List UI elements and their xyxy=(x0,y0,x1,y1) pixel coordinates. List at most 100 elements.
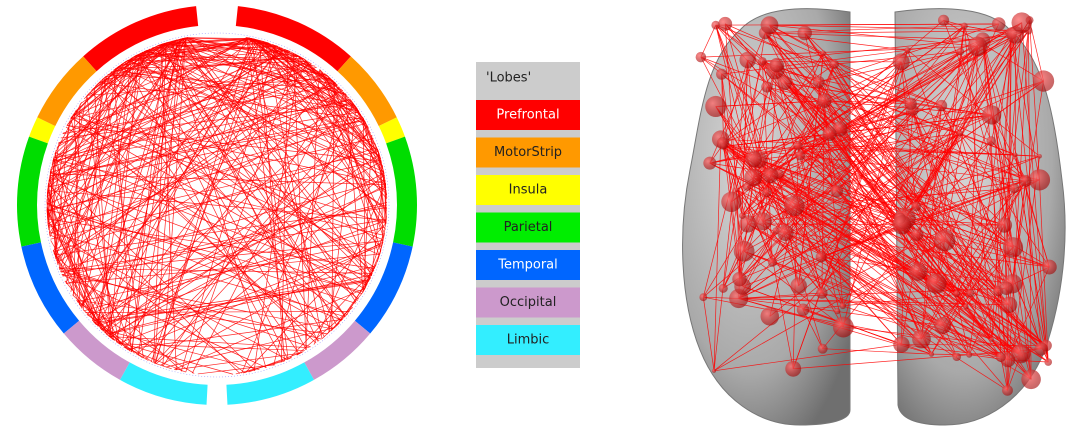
brain-node xyxy=(928,351,935,357)
brain-connection xyxy=(916,39,984,235)
brain-connection xyxy=(723,133,961,289)
connection xyxy=(47,189,51,236)
connection xyxy=(46,207,50,231)
connection xyxy=(72,65,121,116)
brain-connection xyxy=(1004,20,1030,226)
brain-connection xyxy=(910,103,1007,289)
brain-connection xyxy=(829,133,945,241)
brain-connection xyxy=(769,24,838,192)
brain-node xyxy=(703,156,717,170)
connection xyxy=(362,118,366,289)
legend-label: Prefrontal xyxy=(496,108,559,123)
brain-connection xyxy=(736,34,1016,191)
brain-connection xyxy=(1007,266,1050,361)
brain-connection xyxy=(1007,33,1012,391)
connection xyxy=(46,194,104,332)
brain-node xyxy=(834,308,841,315)
legend-swatch xyxy=(476,100,580,130)
brain-node xyxy=(909,263,927,281)
brain-connection xyxy=(907,49,1040,157)
brain-node xyxy=(743,182,752,191)
connection xyxy=(145,112,361,360)
connection xyxy=(186,37,373,276)
brain-connection xyxy=(758,159,1014,248)
connection xyxy=(92,38,185,322)
connection xyxy=(135,43,164,57)
brain-connection xyxy=(742,51,961,216)
brain-node xyxy=(718,16,733,31)
lobe-segment xyxy=(235,6,351,72)
brain-connection xyxy=(758,159,1047,346)
brain-connection xyxy=(741,100,825,216)
brain-connection xyxy=(720,138,1040,157)
brain-node xyxy=(817,93,832,108)
connection xyxy=(46,203,356,304)
connection xyxy=(141,52,371,280)
brain-connection xyxy=(821,292,1022,355)
connection xyxy=(197,364,276,375)
legend-swatch xyxy=(476,325,580,355)
connection xyxy=(73,113,380,256)
connection xyxy=(258,40,285,362)
connection xyxy=(71,37,186,118)
brain-connection xyxy=(942,224,1005,326)
connection xyxy=(49,37,188,234)
brain-connection xyxy=(936,114,993,284)
connection xyxy=(132,39,178,58)
connection xyxy=(49,171,57,260)
lobe-segment xyxy=(17,136,48,247)
connection xyxy=(57,38,183,265)
connection xyxy=(251,38,298,355)
connection xyxy=(113,69,359,112)
legend-label: Parietal xyxy=(504,220,553,235)
connection xyxy=(180,45,276,372)
brain-node xyxy=(712,368,717,373)
brain-node xyxy=(785,360,802,377)
brain-connection xyxy=(824,61,902,102)
legend-swatch xyxy=(476,175,580,205)
connection xyxy=(171,40,358,110)
connection xyxy=(186,37,358,301)
connection xyxy=(290,51,305,60)
connectogram xyxy=(17,6,417,405)
connection xyxy=(106,333,114,341)
brain-connection xyxy=(723,146,801,157)
connection xyxy=(161,44,325,337)
brain-connection xyxy=(722,39,983,144)
brain-node xyxy=(1028,169,1051,191)
brain-node xyxy=(745,150,762,168)
brain-node xyxy=(937,14,950,26)
connection xyxy=(104,76,376,269)
lobe-segment xyxy=(37,56,97,127)
brain-node xyxy=(754,212,772,231)
connection xyxy=(53,95,88,253)
lobe-segment xyxy=(337,56,397,127)
connection xyxy=(154,39,180,364)
brain-connection xyxy=(824,100,958,294)
connection xyxy=(96,40,260,326)
connection xyxy=(46,202,343,321)
connection xyxy=(120,50,288,66)
connection xyxy=(53,159,368,286)
connection xyxy=(104,131,371,334)
brain-connection xyxy=(713,344,902,372)
connection xyxy=(56,56,134,149)
connection xyxy=(288,269,375,360)
connection xyxy=(174,352,301,371)
connection xyxy=(56,37,247,148)
brain-node xyxy=(982,105,1002,125)
brain-connection xyxy=(802,309,823,349)
connection xyxy=(355,106,380,153)
brain-node xyxy=(816,287,828,299)
brain-connection xyxy=(762,61,773,263)
connection xyxy=(118,243,383,344)
brain-connection xyxy=(1028,30,1032,380)
brain-node xyxy=(933,229,956,252)
connection xyxy=(66,202,388,284)
connection xyxy=(257,39,388,200)
connection xyxy=(332,80,381,252)
brain-node xyxy=(991,17,1006,31)
connection xyxy=(47,49,286,195)
legend-swatch xyxy=(476,212,580,243)
brain-node xyxy=(830,184,844,198)
